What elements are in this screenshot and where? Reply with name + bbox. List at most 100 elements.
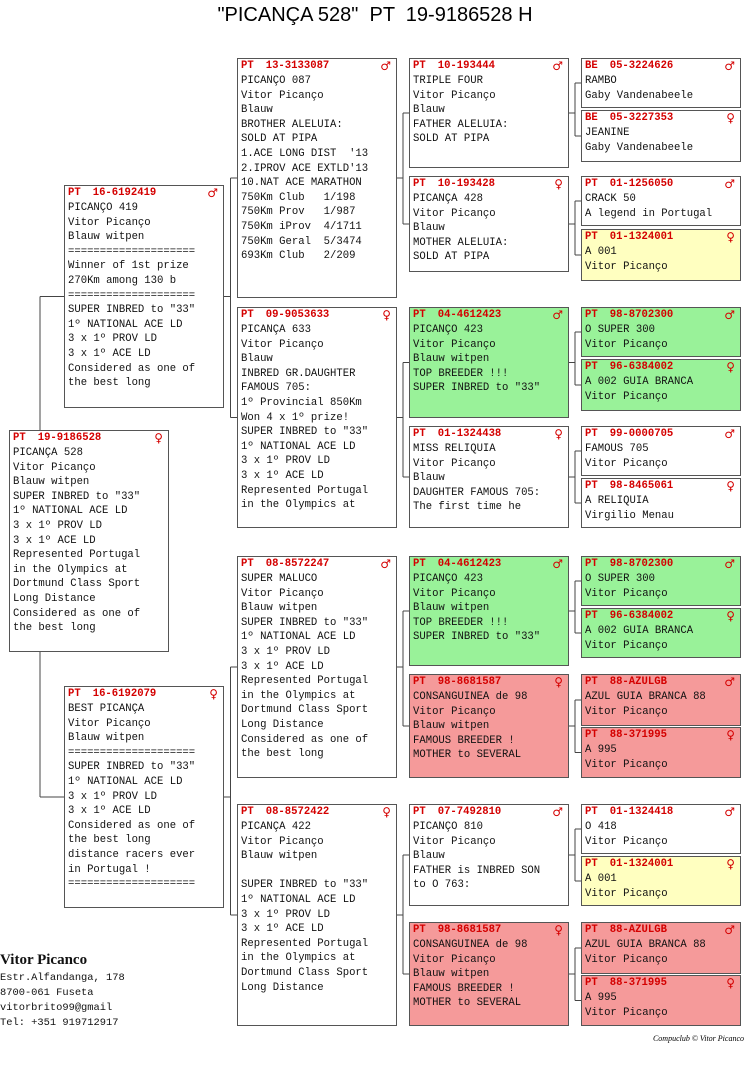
info-line: Vitor Picanço	[585, 457, 668, 470]
sex: ♂	[724, 923, 735, 937]
owner-address: Tel: +351 919712917	[0, 1017, 119, 1029]
pigeon-card: PT 08-8572247 ♂ SUPER MALUCO Vitor Picanço Bl…	[237, 556, 397, 778]
info-line: SOLD AT PIPA	[413, 251, 490, 264]
sex: ♀	[154, 431, 163, 445]
sex: ♂	[724, 805, 735, 819]
info-line: Winner of 1st prize	[68, 260, 189, 273]
country: PT	[413, 558, 426, 570]
country: PT	[68, 688, 81, 700]
card-header: PT 07-7492810 ♂	[410, 805, 568, 820]
info-line: Blauw witpen	[413, 353, 490, 366]
sex: ♀	[382, 308, 391, 322]
country: PT	[241, 60, 254, 72]
ring-number: 01-1324001	[609, 858, 674, 870]
info-line: Vitor Picanço	[241, 89, 324, 102]
info-line: Vitor Picanço	[68, 216, 151, 229]
sex: ♀	[726, 479, 735, 493]
pigeon-card: PT 04-4612423 ♂ PICANÇO 423 Vitor Picanço Bla…	[409, 307, 569, 418]
card-header: PT 01-1256050 ♂	[582, 177, 740, 192]
info-line: PICANÇO 087	[241, 75, 311, 87]
country: BE	[585, 60, 598, 72]
info-line: Blauw witpen	[413, 720, 490, 733]
info-line: SUPER INBRED to "33"	[13, 490, 141, 503]
sex: ♀	[382, 805, 391, 819]
info-line: Vitor Picanço	[241, 587, 324, 600]
owner-address: Estr.Alfandanga, 178	[0, 972, 125, 984]
ring-number: 01-1256050	[609, 178, 674, 190]
card-header: PT 13-3133087 ♂	[238, 59, 396, 74]
sex: ♀	[726, 728, 735, 742]
info-line: Blauw witpen	[13, 476, 90, 489]
pigeon-card: PT 98-8681587 ♀ CONSANGUINEA de 98 Vitor Pic…	[409, 922, 569, 1026]
pigeon-card: PT 10-193428 ♀ PICANÇA 428 Vitor Picanço Blau…	[409, 176, 569, 272]
info-line: the best long	[13, 622, 96, 635]
info-line: ====================	[68, 245, 196, 258]
note-line: Dortmund Class Sport	[241, 966, 369, 979]
info-line: INBRED GR.DAUGHTER	[241, 367, 356, 380]
info-line: PICANÇA 528	[13, 447, 83, 459]
info-line: 1º NATIONAL ACE LD	[68, 318, 183, 331]
ring-number: 01-1324438	[437, 428, 502, 440]
ring-number: 04-4612423	[437, 309, 502, 321]
info-line: 1º NATIONAL ACE LD	[241, 631, 356, 644]
card-header: PT 08-8572422 ♀	[238, 805, 396, 820]
info-line: 3 x 1º ACE LD	[241, 660, 324, 673]
info-line: FATHER ALELUIA:	[413, 118, 509, 131]
info-line: Gaby Vandenabeele	[585, 141, 694, 154]
info-line: Blauw witpen	[413, 968, 490, 981]
info-line: Blauw witpen	[68, 231, 145, 244]
ring-number: 05-3227353	[609, 112, 674, 124]
info-line: 3 x 1º ACE LD	[241, 469, 324, 482]
info-line: Vitor Picanço	[241, 835, 324, 848]
card-header: PT 10-193444 ♂	[410, 59, 568, 74]
card-header: PT 01-1324418 ♂	[582, 805, 740, 820]
card-header: PT 10-193428 ♀	[410, 177, 568, 192]
card-header: PT 09-9053633 ♀	[238, 308, 396, 323]
info-line: Blauw	[413, 222, 445, 235]
info-line: BROTHER ALELUIA:	[241, 118, 343, 131]
card-header: BE 05-3227353 ♀	[582, 111, 740, 126]
info-line: Long Distance	[241, 718, 324, 731]
info-line: SUPER INBRED to "33"	[241, 426, 369, 439]
info-line: PICANÇO 810	[413, 821, 483, 833]
info-line: Dortmund Class Sport	[13, 578, 141, 591]
info-line: Represented Portugal	[241, 484, 369, 497]
country: PT	[585, 231, 598, 243]
info-line: Blauw	[413, 104, 445, 117]
pigeon-card: BE 05-3224626 ♂ RAMBO Gaby Vandenabeele	[581, 58, 741, 108]
info-line: 3 x 1º PROV LD	[241, 455, 331, 468]
ring-number: 19-9186528	[37, 432, 102, 444]
info-line: Vitor Picanço	[413, 207, 496, 220]
card-header: PT 88-371995 ♀	[582, 728, 740, 743]
country: BE	[585, 112, 598, 124]
info-line: 270Km among 130 b	[68, 274, 177, 287]
card-header: PT 98-8702300 ♂	[582, 308, 740, 323]
card-header: PT 19-9186528 ♀	[10, 431, 168, 446]
pigeon-card: PT 98-8681587 ♀ CONSANGUINEA de 98 Vitor Pic…	[409, 674, 569, 778]
country: PT	[585, 361, 598, 373]
country: PT	[585, 729, 598, 741]
info-line: the best long	[68, 377, 151, 390]
pigeon-card: PT 98-8465061 ♀ A RELIQUIA Virgilio Menau	[581, 478, 741, 528]
pigeon-card: PT 13-3133087 ♂ PICANÇO 087 Vitor Picanço Bla…	[237, 58, 397, 298]
info-line: A 995	[585, 744, 617, 756]
country: PT	[413, 309, 426, 321]
info-line: Blauw	[241, 353, 273, 366]
info-line: JEANINE	[585, 127, 630, 139]
country: PT	[585, 428, 598, 440]
info-line: 1.ACE LONG DIST '13	[241, 147, 369, 160]
pigeon-card: PT 96-6384002 ♀ A 002 GUIA BRANCA Vitor Pica…	[581, 608, 741, 658]
info-line: Represented Portugal	[241, 675, 369, 688]
info-line: Vitor Picanço	[585, 1006, 668, 1019]
info-line: 3 x 1º PROV LD	[68, 790, 158, 803]
info-line: Vitor Picanço	[413, 953, 496, 966]
note-line: 3 x 1º PROV LD	[241, 908, 331, 921]
sex: ♀	[554, 675, 563, 689]
ring-number: 98-8465061	[609, 480, 674, 492]
info-line: in the Olympics at	[13, 563, 128, 576]
info-line: Represented Portugal	[13, 549, 141, 562]
sex: ♀	[726, 230, 735, 244]
ring-number: 07-7492810	[437, 806, 502, 818]
ring-number: 88-AZULGB	[609, 676, 667, 688]
